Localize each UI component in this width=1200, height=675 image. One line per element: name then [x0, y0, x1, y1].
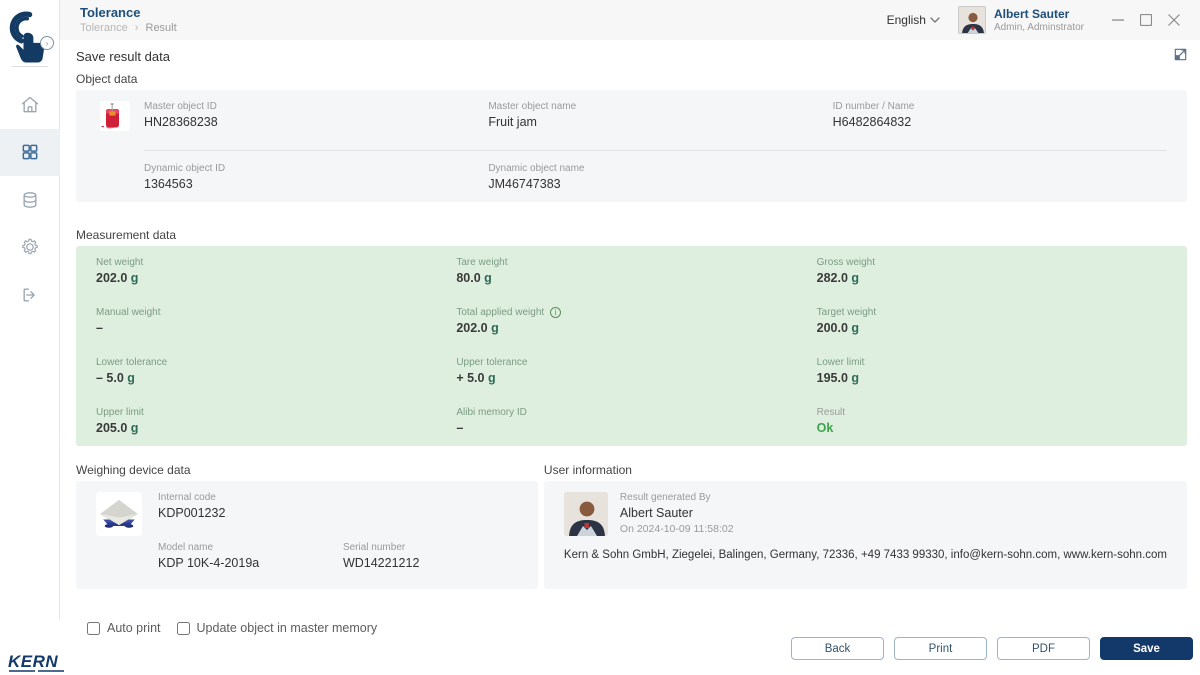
svg-text:KERN: KERN — [8, 652, 58, 671]
